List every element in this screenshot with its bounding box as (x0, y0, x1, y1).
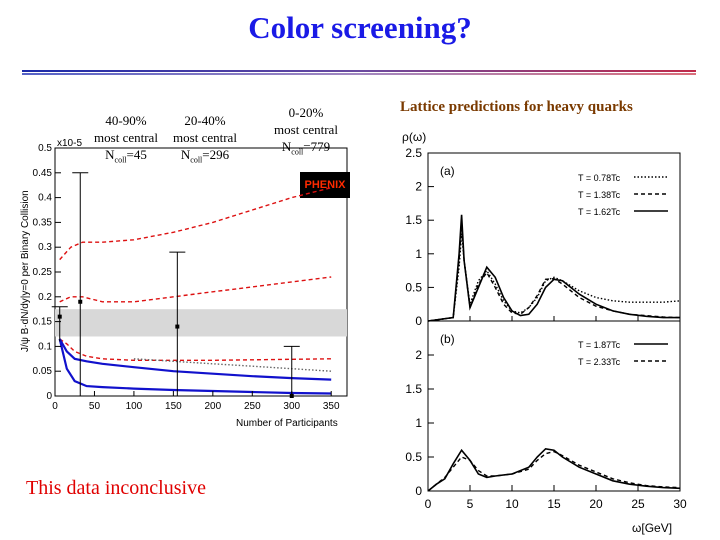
panel-a-y-tick-label: 2 (415, 180, 422, 194)
jpsi-xlabel: Number of Participants (236, 418, 338, 429)
systematic-band (55, 309, 347, 337)
panel-a-label: (a) (440, 164, 455, 178)
lattice-panel-b-frame (427, 320, 681, 492)
lattice-title: Lattice predictions for heavy quarks (400, 99, 633, 115)
panel-b-x-tick-label: 0 (425, 497, 432, 511)
y-tick-label: 0.05 (33, 366, 53, 377)
panel-a-y-tick-label: 1.5 (405, 213, 422, 227)
jpsi-series-line-6 (133, 358, 332, 372)
panel-b-x-tick-label: 20 (589, 497, 603, 511)
panel-b-x-tick-label: 25 (631, 497, 645, 511)
centrality-desc: most central (173, 130, 237, 145)
panel-a-series-3 (427, 214, 680, 322)
panel-a-legend-label: T = 1.38Tc (578, 190, 621, 200)
panel-b-label: (b) (440, 332, 455, 346)
panel-b-series-1 (427, 447, 681, 492)
y-tick-label: 0 (46, 391, 52, 402)
panel-b-x-tick-label: 5 (467, 497, 474, 511)
jpsi-series-line-3 (59, 338, 332, 361)
x-tick-label: 350 (323, 401, 340, 412)
y-tick-label: 0.5 (38, 143, 52, 154)
jpsi-y-multiplier: x10-5 (57, 138, 82, 149)
panel-b-y-tick-label: 1.5 (405, 382, 422, 396)
centrality-label-2: 20-40% most central Ncoll=296 (166, 112, 244, 169)
panel-b-y-tick-label: 0.5 (405, 450, 422, 464)
panel-b-series-2 (427, 450, 681, 492)
ncoll-value: Ncoll=296 (180, 147, 230, 165)
y-tick-label: 0.1 (38, 341, 52, 352)
lattice-ylabel: ρ(ω) (402, 130, 426, 144)
data-point-1 (57, 314, 62, 319)
panel-b-x-tick-label: 15 (547, 497, 561, 511)
panel-b-y-tick-label: 2 (415, 348, 422, 362)
panel-a-y-tick-label: 0 (415, 314, 422, 328)
ncoll-value: Ncoll=779 (281, 139, 331, 157)
panel-b-y-tick-label: 0 (415, 484, 422, 498)
x-tick-label: 200 (204, 401, 221, 412)
centrality-range: 40-90% (105, 113, 147, 128)
jpsi-ylabel: J/ψ B·dN/dy|y=0 per Binary Collision (20, 190, 31, 352)
y-tick-label: 0.3 (38, 242, 52, 253)
panel-b-x-tick-label: 10 (505, 497, 519, 511)
panel-a-legend-label: T = 0.78Tc (578, 173, 621, 183)
panel-b-y-tick-label: 1 (415, 416, 422, 430)
y-tick-label: 0.15 (33, 317, 53, 328)
x-tick-label: 0 (52, 401, 58, 412)
panel-a-series-1 (427, 233, 681, 322)
data-point-2 (78, 299, 83, 304)
centrality-label-1: 40-90% most central Ncoll=45 (90, 112, 162, 169)
centrality-range: 20-40% (184, 113, 226, 128)
lattice-xlabel: ω[GeV] (632, 521, 672, 535)
y-tick-label: 0.25 (33, 267, 53, 278)
panel-a-y-tick-label: 2.5 (405, 146, 422, 160)
jpsi-series-line-1 (59, 187, 332, 261)
panel-a-legend-label: T = 1.62Tc (578, 207, 621, 217)
panel-a-y-tick-label: 1 (415, 247, 422, 261)
panel-a-y-tick-label: 0.5 (405, 280, 422, 294)
data-point-3 (175, 324, 180, 329)
x-tick-label: 150 (165, 401, 182, 412)
jpsi-series-line-5 (58, 338, 332, 395)
x-tick-label: 250 (244, 401, 261, 412)
y-tick-label: 0.2 (38, 292, 52, 303)
conclusion-text: This data inconclusive (26, 477, 206, 499)
panel-b-x-tick-label: 30 (673, 497, 687, 511)
ncoll-value: Ncoll=45 (105, 147, 147, 165)
y-tick-label: 0.45 (33, 168, 53, 179)
centrality-range: 0-20% (288, 105, 324, 120)
x-tick-label: 50 (89, 401, 101, 412)
slide-title: Color screening? (248, 10, 472, 45)
centrality-label-3: 0-20% most central Ncoll=779 (264, 104, 348, 161)
x-tick-label: 100 (126, 401, 143, 412)
y-tick-label: 0.35 (33, 217, 53, 228)
jpsi-series-line-4 (58, 338, 332, 381)
title-divider (22, 70, 696, 76)
lattice-panel-a-frame (427, 152, 681, 322)
x-tick-label: 300 (283, 401, 300, 412)
centrality-desc: most central (274, 122, 338, 137)
centrality-desc: most central (94, 130, 158, 145)
y-tick-label: 0.4 (38, 193, 52, 204)
panel-b-legend-label: T = 2.33Tc (578, 357, 621, 367)
panel-b-legend-label: T = 1.87Tc (578, 340, 621, 350)
